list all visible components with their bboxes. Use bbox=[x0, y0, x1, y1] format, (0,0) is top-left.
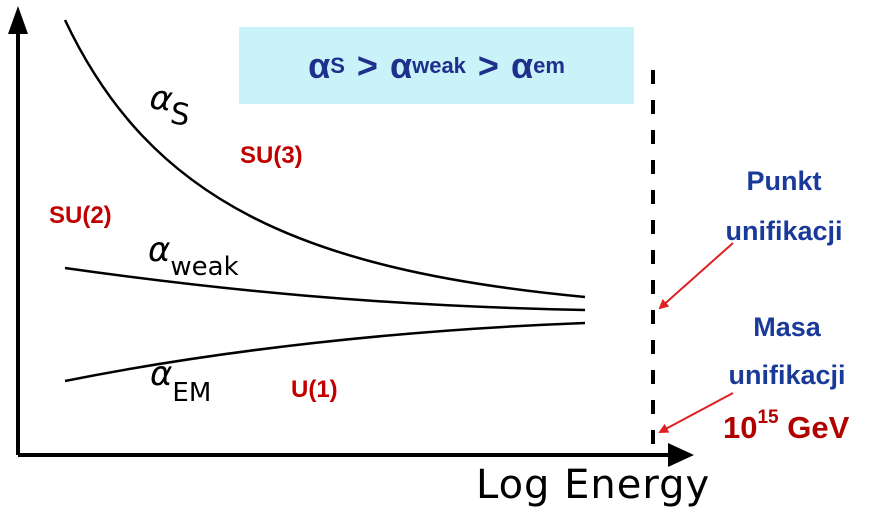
subscript-em: em bbox=[533, 52, 565, 78]
subscript-s: S bbox=[330, 52, 345, 78]
masa-text: Masa bbox=[753, 312, 821, 342]
alpha-em-curve bbox=[64, 321, 586, 383]
x-axis-label: Log Energy bbox=[476, 462, 711, 508]
alpha-symbol: α bbox=[389, 44, 413, 86]
alpha-s-label: αS bbox=[147, 77, 192, 134]
y-axis-arrowhead bbox=[8, 6, 28, 34]
unification-mass-label: Masa unifikacji bbox=[700, 303, 874, 399]
alpha-symbol: α bbox=[308, 44, 331, 86]
unifikacji-text: unifikacji bbox=[725, 216, 843, 246]
alpha-weak-curve bbox=[64, 266, 586, 312]
su2-label: SU(2) bbox=[49, 202, 112, 229]
greater-than-1: > bbox=[356, 44, 378, 86]
energy-unit: GeV bbox=[787, 410, 850, 445]
alpha-symbol: α bbox=[510, 44, 534, 86]
alpha-em-label: αEM bbox=[150, 354, 212, 408]
energy-base: 10 bbox=[723, 410, 758, 445]
unification-energy-label: 1015 GeV bbox=[723, 406, 850, 446]
punkt-text: Punkt bbox=[746, 166, 822, 196]
alpha-weak-label: αweak bbox=[148, 230, 239, 282]
energy-exponent: 15 bbox=[757, 406, 779, 428]
unifikacji-mass-text: unifikacji bbox=[728, 360, 846, 390]
arrow-to-unification-mass bbox=[658, 392, 734, 433]
u1-label: U(1) bbox=[291, 376, 338, 403]
unification-point-label: Punkt unifikacji bbox=[700, 156, 868, 256]
alpha-s-curve bbox=[63, 19, 586, 299]
x-axis-arrowhead bbox=[668, 443, 694, 467]
arrow-to-unification-point bbox=[658, 242, 734, 310]
su3-label: SU(3) bbox=[240, 142, 303, 169]
greater-than-2: > bbox=[477, 44, 499, 86]
subscript-weak: weak bbox=[412, 52, 466, 78]
